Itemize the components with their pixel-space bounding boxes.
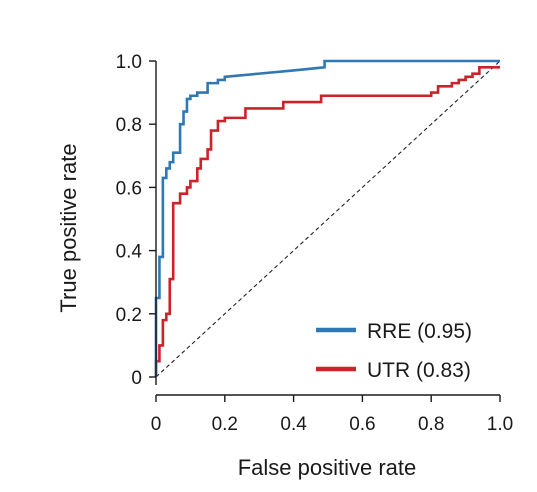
- x-ticks: 0 0.2 0.4 0.6 0.8 1.0: [151, 395, 513, 435]
- rre-series-line: [154, 59, 500, 377]
- x-axis-title: False positive rate: [238, 455, 417, 480]
- diagonal-layer: [155, 60, 501, 378]
- y-tick-label: 0.8: [116, 115, 142, 136]
- y-tick-label: 0: [131, 368, 142, 389]
- y-tick-label: 0.4: [116, 242, 143, 263]
- legend: RRE (0.95) UTR (0.83): [316, 320, 472, 382]
- y-ticks: 0 0.2 0.4 0.6 0.8 1.0: [116, 52, 156, 389]
- x-tick-label: 0.6: [349, 414, 375, 435]
- x-tick-label: 1.0: [487, 414, 513, 435]
- y-tick-label: 1.0: [116, 52, 142, 73]
- x-tick-label: 0.2: [212, 414, 238, 435]
- diagonal-reference-line: [155, 60, 501, 378]
- series-layer: [154, 59, 500, 377]
- x-tick-label: 0.8: [418, 414, 444, 435]
- utr-series-line: [154, 66, 500, 377]
- x-tick-label: 0.4: [280, 414, 307, 435]
- legend-label: UTR (0.83): [367, 359, 471, 382]
- axes-layer: 0 0.2 0.4 0.6 0.8 1.0 0 0.2 0.4 0.6 0.8 1.0: [116, 52, 514, 435]
- y-tick-label: 0.2: [116, 305, 142, 326]
- x-tick-label: 0: [151, 414, 162, 435]
- y-tick-label: 0.6: [116, 178, 142, 199]
- legend-label: RRE (0.95): [367, 320, 472, 343]
- y-axis-title: True positive rate: [56, 143, 81, 312]
